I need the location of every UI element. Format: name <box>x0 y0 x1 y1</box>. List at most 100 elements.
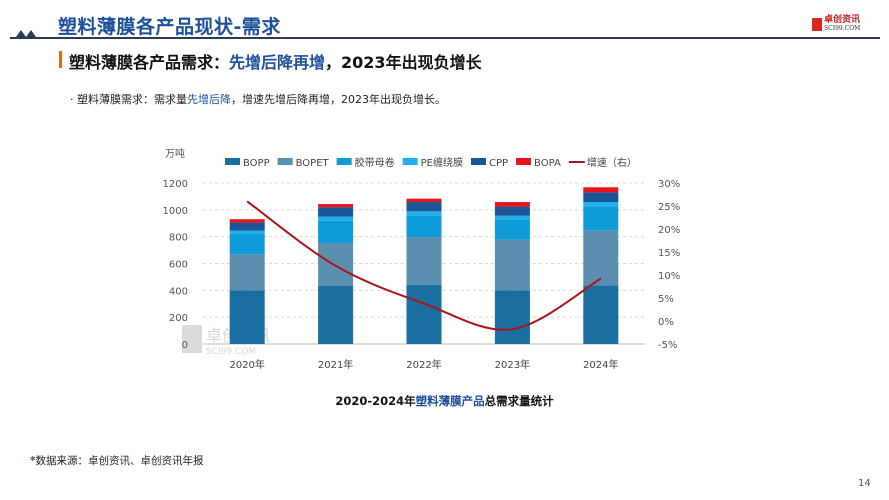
y-axis-ticks: 0 200 400 600 800 1000 1200 <box>163 179 188 351</box>
bar-segment-CPP <box>229 222 265 231</box>
bar-segment-BOPA <box>318 204 354 208</box>
bar-segment-PE缠绕膜 <box>583 202 619 207</box>
legend-label: BOPP <box>243 158 270 169</box>
bar-segment-PE缠绕膜 <box>494 215 530 220</box>
y2-tick-label: 25% <box>658 202 680 213</box>
subtitle-accent-bar <box>59 51 62 68</box>
bar-segment-BOPET <box>583 230 619 286</box>
logo-mark-icon <box>812 17 822 31</box>
legend-swatch <box>516 158 532 165</box>
grid <box>203 182 645 345</box>
bar-segment-BOPP <box>583 285 619 344</box>
bar-segment-胶带母卷 <box>494 219 530 240</box>
growth-line <box>246 200 602 331</box>
legend-label: 胶带母卷 <box>355 156 395 169</box>
subtitle-text: 塑料薄膜各产品需求： <box>69 53 230 72</box>
source-text: 数据来源：卓创资讯、卓创资讯年报 <box>35 455 204 467</box>
bar-segment-胶带母卷 <box>318 220 354 243</box>
y2-tick-label: 30% <box>658 179 680 190</box>
bar-segment-CPP <box>583 192 619 203</box>
bar-segment-BOPP <box>229 290 265 344</box>
subtitle-text-end: ，2023年出现负增长 <box>325 53 482 72</box>
bar-segment-BOPET <box>229 254 265 291</box>
y2-tick-label: 10% <box>658 271 680 282</box>
bar-segment-BOPET <box>494 239 530 291</box>
legend-label: BOPA <box>534 158 561 169</box>
watermark-sub: SCI99.COM <box>206 347 256 357</box>
legend: BOPP BOPET 胶带母卷 PE缠绕膜 CPP BOPA 增速（右） <box>225 156 637 169</box>
legend-swatch <box>225 158 240 165</box>
bullet-point: · 塑料薄膜需求：需求量先增后降，增速先增后降再增，2023年出现负增长。 <box>70 91 446 107</box>
logo-text: 卓创资讯 <box>824 15 861 25</box>
bar-segment-CPP <box>318 207 354 217</box>
source-star: * <box>30 455 36 467</box>
section-subtitle: 塑料薄膜各产品需求：先增后降再增，2023年出现负增长 <box>69 49 482 73</box>
y-tick-label: 1200 <box>163 179 188 190</box>
data-source: *数据来源：卓创资讯、卓创资讯年报 <box>30 453 204 468</box>
bar-segment-CPP <box>494 206 530 216</box>
watermark-mark-icon <box>182 325 202 353</box>
legend-swatch <box>471 158 486 165</box>
bar-segment-BOPA <box>494 202 530 207</box>
bar-segment-PE缠绕膜 <box>318 216 354 221</box>
brand-logo: 卓创资讯 SCI99.COM <box>812 16 860 32</box>
legend-swatch <box>277 158 293 165</box>
bar-segment-胶带母卷 <box>583 206 619 231</box>
y2-tick-label: 20% <box>658 225 680 236</box>
y-tick-label: 0 <box>182 340 188 351</box>
header-divider <box>10 37 880 39</box>
bar-segment-BOPET <box>406 237 442 285</box>
decor-triangle-icon <box>16 30 26 37</box>
legend-label: PE缠绕膜 <box>421 156 463 169</box>
bar-segment-BOPP <box>318 285 354 344</box>
bars <box>229 187 619 344</box>
bar-segment-PE缠绕膜 <box>229 230 265 234</box>
bar-segment-BOPP <box>406 284 442 344</box>
legend-swatch <box>336 158 352 165</box>
bar-segment-BOPA <box>229 219 265 223</box>
x-tick-label: 2022年 <box>406 358 441 371</box>
bar-segment-胶带母卷 <box>229 233 265 255</box>
bullet-text: · 塑料薄膜需求：需求量 <box>70 93 187 106</box>
growth-line-path <box>246 200 602 331</box>
y2-tick-label: 15% <box>658 248 680 259</box>
x-axis-ticks: 2020年 2021年 2022年 2023年 2024年 <box>229 358 618 371</box>
y2-axis-ticks: -5% 0% 5% 10% 15% 20% 25% 30% <box>658 179 680 351</box>
y2-tick-label: 5% <box>658 294 674 305</box>
y2-tick-label: -5% <box>658 340 677 351</box>
logo-sub: SCI99.COM <box>824 25 861 32</box>
bar-segment-BOPA <box>406 198 442 203</box>
legend-label: CPP <box>489 158 508 169</box>
bar-segment-CPP <box>406 202 442 212</box>
chart-caption: 2020-2024年塑料薄膜产品总需求量统计 <box>0 393 889 409</box>
x-tick-label: 2023年 <box>495 358 530 371</box>
bar-segment-BOPP <box>494 290 530 344</box>
x-tick-label: 2021年 <box>318 358 353 371</box>
y-tick-label: 600 <box>169 260 188 271</box>
page-title: 塑料薄膜各产品现状-需求 <box>58 16 281 38</box>
legend-swatch <box>402 158 418 165</box>
bullet-highlight: 先增后降 <box>187 93 231 106</box>
x-tick-label: 2020年 <box>229 358 264 371</box>
caption-text: 2020-2024年 <box>335 394 416 408</box>
y-axis-label: 万吨 <box>165 147 185 160</box>
bar-segment-BOPA <box>583 187 619 193</box>
bar-segment-胶带母卷 <box>406 215 442 238</box>
y-tick-label: 1000 <box>163 206 188 217</box>
caption-text-end: 总需求量统计 <box>484 394 554 408</box>
y-tick-label: 200 <box>169 313 188 324</box>
bar-segment-BOPET <box>318 242 354 286</box>
caption-highlight: 塑料薄膜产品 <box>415 394 485 408</box>
legend-label: BOPET <box>296 158 330 169</box>
x-tick-label: 2024年 <box>583 358 618 371</box>
bar-segment-PE缠绕膜 <box>406 211 442 216</box>
bullet-text-end: ，增速先增后降再增，2023年出现负增长。 <box>231 93 446 106</box>
page-number: 14 <box>858 478 871 489</box>
legend-label: 增速（右） <box>587 156 637 169</box>
decor-triangle-icon <box>26 30 36 37</box>
y-tick-label: 800 <box>169 233 188 244</box>
subtitle-highlight: 先增后降再增 <box>229 53 326 72</box>
y2-tick-label: 0% <box>658 317 674 328</box>
